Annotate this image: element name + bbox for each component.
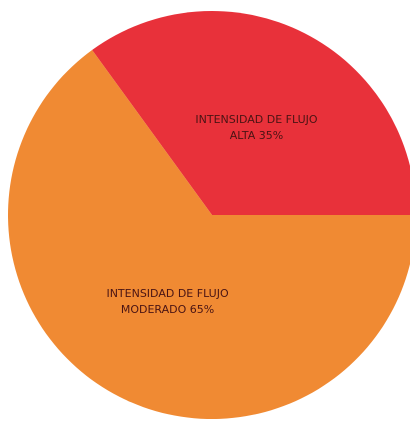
value-label: 35% — [258, 128, 284, 142]
pie-slice — [8, 49, 410, 419]
slice-label: INTENSIDAD DE FLUJO MODERADO 65% — [98, 286, 238, 318]
category-label: INTENSIDAD DE FLUJO ALTA — [195, 112, 318, 142]
pie-slice — [92, 11, 410, 215]
category-label: INTENSIDAD DE FLUJO MODERADO — [106, 287, 229, 317]
slice-label: INTENSIDAD DE FLUJO ALTA 35% — [186, 112, 326, 144]
value-label: 65% — [189, 303, 215, 317]
